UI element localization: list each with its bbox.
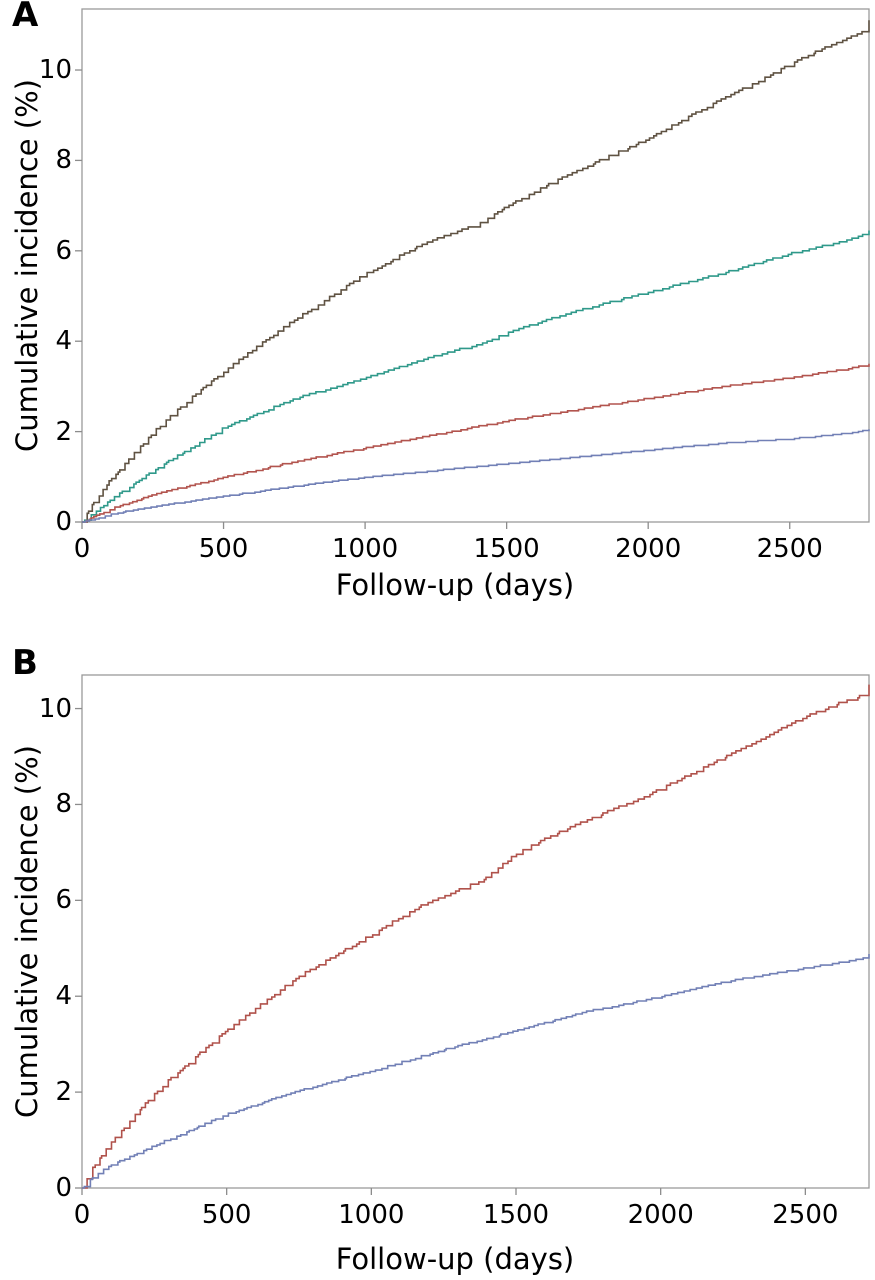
panel-a-plot xyxy=(75,8,870,529)
y-tick-label: 4 xyxy=(55,326,72,357)
panel-b-letter: B xyxy=(12,643,38,683)
x-tick-label: 500 xyxy=(198,534,249,564)
panel-b-y-axis-title: Cumulative incidence (%) xyxy=(10,745,44,1118)
x-tick-label: 2500 xyxy=(756,534,823,564)
panel-b-x-axis-title: Follow-up (days) xyxy=(335,1242,575,1276)
y-tick-label: 6 xyxy=(55,885,72,916)
panel-a-x-axis-title: Follow-up (days) xyxy=(335,568,575,602)
y-tick-label: 10 xyxy=(38,693,72,724)
x-tick-label: 1000 xyxy=(338,1200,405,1230)
y-tick-label: 0 xyxy=(55,1173,72,1203)
y-tick-label: 8 xyxy=(55,789,72,820)
y-tick-label: 8 xyxy=(55,145,72,176)
curve-red-curve xyxy=(82,684,870,1189)
curve-olive-curve xyxy=(82,20,870,523)
x-tick-label: 0 xyxy=(73,534,91,564)
y-tick-label: 2 xyxy=(55,416,72,447)
plot-frame xyxy=(81,674,870,1189)
curve-teal-curve xyxy=(82,230,870,523)
x-tick-label: 2500 xyxy=(772,1200,839,1230)
panel-b-plot xyxy=(75,674,870,1195)
y-tick-label: 4 xyxy=(55,981,72,1012)
y-tick-label: 2 xyxy=(55,1077,72,1108)
y-tick-label: 6 xyxy=(55,235,72,266)
curve-blue-curve xyxy=(82,429,870,523)
plot-frame xyxy=(81,8,870,523)
y-tick-label: 10 xyxy=(38,55,72,86)
x-tick-label: 500 xyxy=(201,1200,252,1230)
x-tick-label: 0 xyxy=(73,1200,91,1230)
x-tick-label: 2000 xyxy=(615,534,682,564)
x-tick-label: 1500 xyxy=(473,534,540,564)
x-tick-label: 1000 xyxy=(331,534,399,564)
curve-blue-curve xyxy=(82,954,870,1189)
x-tick-label: 1500 xyxy=(482,1200,550,1230)
y-tick-label: 0 xyxy=(55,507,72,537)
x-tick-label: 2000 xyxy=(627,1200,694,1230)
curve-red-curve xyxy=(82,363,870,523)
panel-a-letter: A xyxy=(12,0,39,35)
